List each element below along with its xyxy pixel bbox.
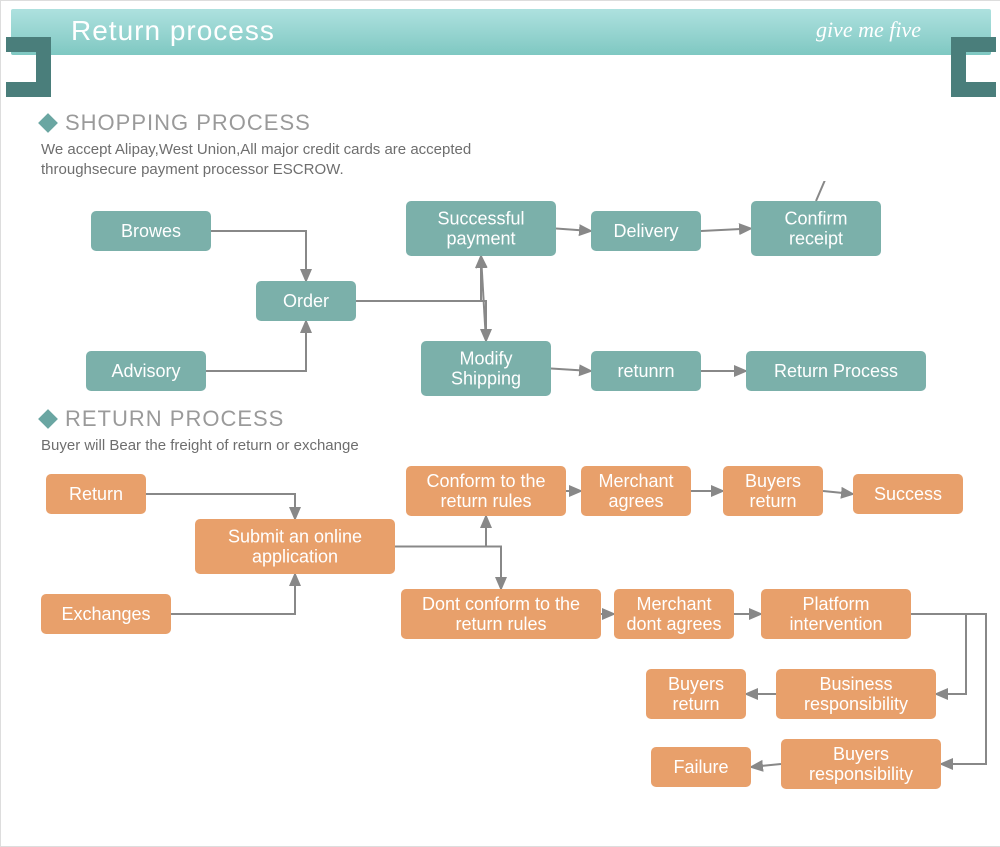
edge-submit-conform: [395, 516, 486, 547]
node-platform: Platformintervention: [761, 589, 911, 639]
node-browes: Browes: [91, 211, 211, 251]
edge-browes-order: [211, 231, 306, 281]
return-flowchart: Return Exchanges Submit an onlineapplicati…: [1, 456, 1000, 796]
edge-exch-submit: [171, 574, 295, 614]
svg-text:Order: Order: [283, 291, 329, 311]
node-delivery: Delivery: [591, 211, 701, 251]
svg-text:Delivery: Delivery: [613, 221, 678, 241]
svg-text:Browes: Browes: [121, 221, 181, 241]
edge-order-pay: [356, 256, 481, 301]
node-conform: Conform to thereturn rules: [406, 466, 566, 516]
edge-confirm-stars: [816, 181, 831, 201]
node-retproc: Return Process: [746, 351, 926, 391]
node-bret2: Buyersreturn: [646, 669, 746, 719]
svg-text:Confirmreceipt: Confirmreceipt: [784, 208, 847, 248]
edge-bret1-success: [823, 491, 853, 494]
section-heading: RETURN PROCESS: [65, 406, 284, 432]
svg-text:Buyersreturn: Buyersreturn: [745, 471, 801, 511]
ribbon-right: [951, 37, 996, 97]
svg-text:Businessresponsibility: Businessresponsibility: [804, 674, 908, 714]
node-failure: Failure: [651, 747, 751, 787]
svg-text:Buyersreturn: Buyersreturn: [668, 674, 724, 714]
svg-text:Merchantdont agrees: Merchantdont agrees: [626, 594, 721, 634]
svg-text:Exchanges: Exchanges: [61, 604, 150, 624]
edge-delivery-confirm: [701, 228, 751, 231]
svg-text:Successfulpayment: Successfulpayment: [437, 208, 524, 248]
svg-text:ModifyShipping: ModifyShipping: [451, 348, 521, 388]
node-advisory: Advisory: [86, 351, 206, 391]
title-banner: Return process give me five: [11, 9, 991, 55]
node-magree: Merchantagrees: [581, 466, 691, 516]
banner-script: give me five: [816, 17, 921, 43]
node-confirm: Confirmreceipt: [751, 201, 881, 256]
svg-text:Advisory: Advisory: [111, 361, 180, 381]
section-shopping-head: SHOPPING PROCESS: [1, 110, 1000, 136]
edge-order-modship: [356, 301, 486, 341]
node-exch: Exchanges: [41, 594, 171, 634]
svg-text:Return: Return: [69, 484, 123, 504]
node-modship: ModifyShipping: [421, 341, 551, 396]
svg-text:Return Process: Return Process: [774, 361, 898, 381]
section-subtext: We accept Alipay,West Union,All major cr…: [1, 136, 1000, 181]
node-bizresp: Businessresponsibility: [776, 669, 936, 719]
svg-text:Merchantagrees: Merchantagrees: [598, 471, 673, 511]
shopping-flowchart: Browes Advisory Order Successfulpayment Modi…: [1, 181, 1000, 406]
diamond-icon: [38, 113, 58, 133]
edge-buyresp-failure: [751, 764, 781, 767]
svg-text:Conform to thereturn rules: Conform to thereturn rules: [426, 471, 545, 511]
section-subtext: Buyer will Bear the freight of return or…: [1, 432, 1000, 456]
edge-return-submit: [146, 494, 295, 519]
node-dontconf: Dont conform to thereturn rules: [401, 589, 601, 639]
edge-pay-delivery: [556, 228, 591, 231]
ribbon-left: [6, 37, 51, 97]
edge-modship-retunrn: [551, 368, 591, 371]
node-retunrn: retunrn: [591, 351, 701, 391]
node-return: Return: [46, 474, 146, 514]
diamond-icon: [38, 409, 58, 429]
node-bret1: Buyersreturn: [723, 466, 823, 516]
edge-submit-dontconf: [395, 546, 501, 589]
section-return-head: RETURN PROCESS: [1, 406, 1000, 432]
svg-text:Platformintervention: Platformintervention: [789, 594, 882, 634]
svg-text:retunrn: retunrn: [617, 361, 674, 381]
node-order: Order: [256, 281, 356, 321]
svg-text:Success: Success: [874, 484, 942, 504]
svg-text:Failure: Failure: [673, 757, 728, 777]
edge-advisory-order: [206, 321, 306, 371]
node-submit: Submit an onlineapplication: [195, 519, 395, 574]
node-buyresp: Buyersresponsibility: [781, 739, 941, 789]
section-heading: SHOPPING PROCESS: [65, 110, 311, 136]
node-pay: Successfulpayment: [406, 201, 556, 256]
node-mdont: Merchantdont agrees: [614, 589, 734, 639]
node-success: Success: [853, 474, 963, 514]
